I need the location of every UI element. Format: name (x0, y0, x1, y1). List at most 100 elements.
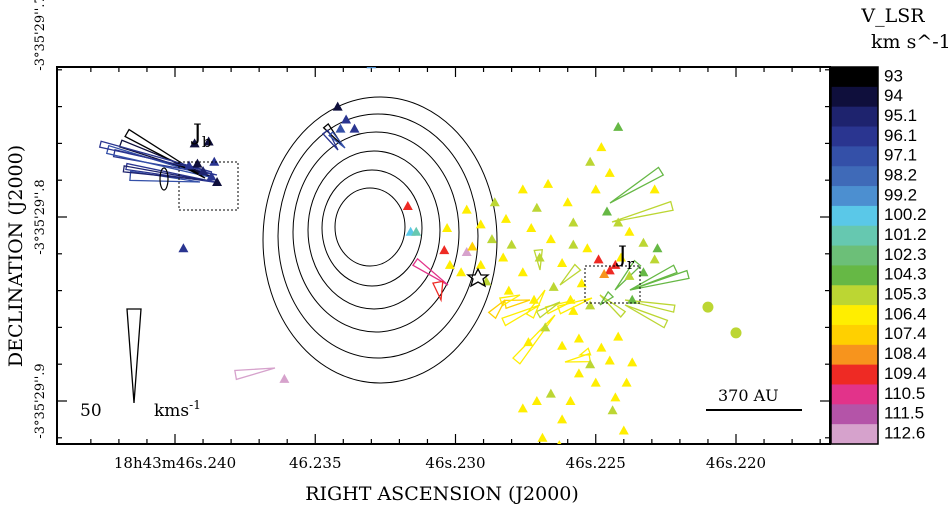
vector-center (328, 131, 346, 149)
maser-spot-circle (702, 301, 714, 313)
maser-spot (456, 267, 467, 277)
maser-spot (596, 342, 607, 352)
colorbar-swatch (831, 205, 878, 227)
vector-jb (98, 140, 213, 173)
maser-spot (366, 67, 377, 69)
colorbar-label: 108.4 (884, 344, 927, 363)
maser-spot (557, 414, 568, 424)
maser-spot (503, 285, 514, 295)
maser-spot (517, 184, 528, 194)
maser-spot (206, 171, 217, 181)
maser-spot (585, 156, 596, 166)
maser-spot (615, 252, 626, 262)
maser-spot (475, 219, 486, 229)
maser-spot (517, 403, 528, 413)
y-tick-label: -3°35'29''.9 (33, 363, 48, 438)
proper-motion-vectors (98, 122, 690, 381)
x-tick-label: 46s.230 (425, 454, 485, 472)
y-tick-label: -3°35'29''.8 (33, 179, 48, 254)
jb-label: Jb (191, 121, 211, 151)
colorbar-swatch (831, 106, 878, 128)
maser-spot (618, 425, 629, 435)
colorbar-title: V_LSR (860, 5, 925, 27)
maser-spot-circle (730, 327, 742, 339)
colorbar-label: 110.5 (884, 384, 925, 403)
maser-spot (557, 258, 568, 267)
contours (262, 96, 498, 384)
maser-spot (545, 234, 556, 244)
maser-spot (523, 448, 533, 457)
maser-spot (192, 158, 203, 168)
maser-spot (411, 226, 422, 236)
colorbar: 939495.196.197.198.299.2100.2101.2102.31… (830, 66, 927, 445)
colorbar-swatch (831, 146, 878, 167)
vector-jr (609, 166, 665, 204)
maser-spot (486, 234, 497, 244)
maser-spot (627, 294, 638, 304)
plot-frame (56, 66, 831, 445)
colorbar-label: 112.6 (884, 423, 925, 442)
colorbar-label: 102.3 (884, 245, 927, 264)
colorbar-label: 99.2 (884, 185, 917, 204)
maser-spot (599, 269, 610, 279)
colorbar-swatch (831, 225, 878, 247)
vector-jr (624, 304, 669, 329)
maser-spot (585, 359, 596, 369)
contour-4 (307, 150, 441, 310)
contour-1 (262, 96, 498, 384)
maser-spot (649, 254, 660, 264)
vector-jr (503, 299, 531, 310)
colorbar-swatch (831, 86, 878, 108)
length-scale-label: 370 AU (718, 386, 779, 405)
colorbar-label: 106.4 (884, 304, 927, 323)
colorbar-swatch (831, 285, 878, 306)
velocity-scale-unit: kms-1 (154, 398, 201, 421)
y-axis-title: DECLINATION (J2000) (5, 145, 27, 367)
maser-spot (573, 368, 584, 378)
maser-spot (335, 123, 346, 133)
maser-spot (402, 200, 413, 210)
maser-spots (178, 67, 742, 457)
jr-label: Jr (616, 243, 635, 273)
maser-spot (565, 294, 576, 304)
maser-spot (279, 373, 290, 383)
colorbar-swatch (831, 324, 878, 346)
contour-2 (277, 113, 479, 359)
colorbar-frame (830, 66, 879, 445)
maser-spot (573, 333, 584, 343)
maser-spot (610, 392, 621, 402)
maser-spot (582, 243, 593, 253)
maser-spot (604, 265, 615, 275)
maser-spot (568, 305, 579, 315)
vector-jr (611, 200, 674, 223)
colorbar-label: 105.3 (884, 285, 927, 304)
maser-spot (461, 246, 472, 256)
vector-jr (525, 289, 546, 319)
vector-jb (124, 128, 206, 179)
maser-spot (184, 160, 195, 170)
contour-3 (292, 131, 460, 333)
maser-spot (548, 281, 559, 291)
maser-spot (189, 138, 200, 148)
maser-spot (596, 142, 607, 152)
colorbar-label: 96.1 (884, 126, 917, 145)
x-axis-title: RIGHT ASCENSION (J2000) (305, 483, 579, 505)
vector-pink (411, 257, 449, 286)
maser-spot (652, 243, 663, 253)
maser-spot (607, 405, 618, 415)
maser-spot (621, 377, 632, 387)
maser-spot (638, 267, 649, 277)
maser-spot (517, 267, 528, 277)
maser-spot (613, 121, 624, 131)
vector-jr (629, 269, 690, 291)
maser-spot (442, 223, 453, 233)
velocity-scale-cone (126, 308, 142, 404)
colorbar-swatch (831, 404, 878, 425)
maser-spot (349, 123, 360, 133)
maser-spot (203, 136, 214, 146)
maser-spot (540, 322, 551, 332)
colorbar-unit: km s^-1 (871, 31, 950, 53)
x-tick-label: 18h43m46s.240 (114, 454, 236, 472)
colorbar-swatch (831, 67, 878, 88)
maser-spot (604, 355, 615, 365)
